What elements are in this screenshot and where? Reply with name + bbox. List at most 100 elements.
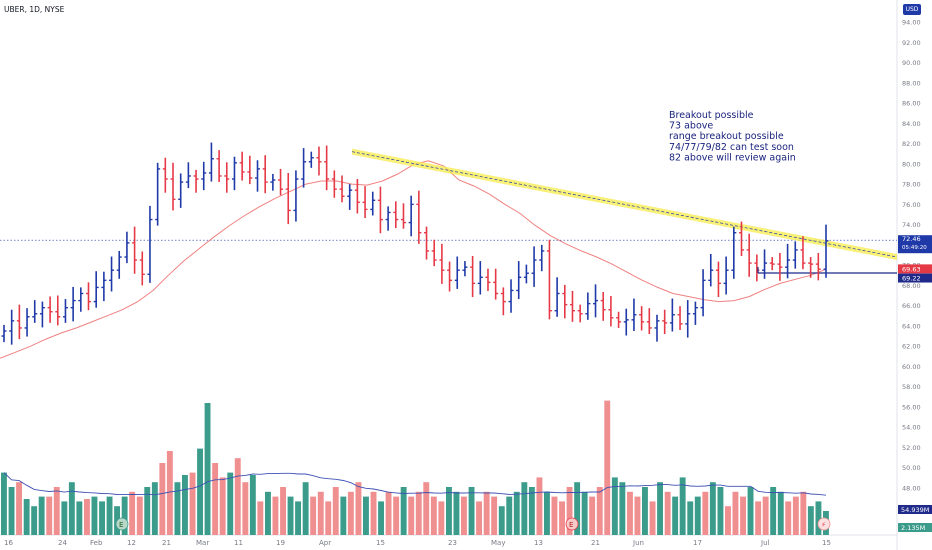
ohlc-bar <box>385 206 391 231</box>
note-line: Breakout possible <box>669 110 754 121</box>
ohlc-bar <box>270 173 276 191</box>
ohlc-bar <box>362 186 368 219</box>
ohlc-bar <box>785 243 791 279</box>
flash-icon[interactable]: ⚡ <box>817 517 831 531</box>
ohlc-bar <box>777 252 783 281</box>
ohlc-bar <box>39 301 45 328</box>
price-tick-label: 92.00 <box>902 39 921 47</box>
ohlc-bar <box>55 295 61 326</box>
ohlc-bar <box>631 298 637 331</box>
volume-bar <box>189 472 196 535</box>
volume-bar <box>280 487 286 535</box>
volume-bar <box>513 491 520 535</box>
ohlc-bar <box>208 142 214 182</box>
ohlc-bar <box>662 309 668 335</box>
ohlc-bar <box>623 308 629 336</box>
volume-bar <box>566 487 573 535</box>
note-line: 73 above <box>669 121 713 132</box>
earnings-marker-may[interactable]: E <box>565 517 579 531</box>
volume-bar <box>272 496 279 535</box>
volume-bar <box>777 491 784 535</box>
volume-bar <box>174 482 181 535</box>
ohlc-bar <box>293 170 299 222</box>
ohlc-bar <box>393 201 399 229</box>
ohlc-bar <box>24 308 30 337</box>
ohlc-bar <box>377 186 383 234</box>
volume-bar <box>385 491 392 535</box>
volume-bar <box>755 501 762 535</box>
ohlc-bar <box>577 304 583 323</box>
volume-bar <box>544 491 550 535</box>
volume-ma-tag: 2.135M <box>898 523 932 532</box>
volume-bar <box>430 496 437 535</box>
volume-bar <box>423 482 430 535</box>
ohlc-bar <box>255 160 261 192</box>
trendline-center <box>351 151 898 258</box>
volume-bar <box>740 496 746 535</box>
volume-bar <box>476 501 482 535</box>
volume-bar <box>453 491 460 535</box>
volume-bar <box>61 501 68 535</box>
ohlc-bar <box>546 239 552 320</box>
volume-bar <box>204 403 211 535</box>
volume-bar <box>732 491 739 535</box>
volume-bar <box>38 496 45 535</box>
ohlc-bar <box>47 296 53 323</box>
volume-bar <box>634 496 641 535</box>
ohlc-bar <box>608 296 614 327</box>
time-tick-label: 13 <box>534 539 543 547</box>
ohlc-bar <box>808 257 814 278</box>
volume-bar <box>159 463 166 535</box>
time-tick-label: 24 <box>58 539 67 547</box>
currency-button[interactable]: USD <box>903 4 921 15</box>
ma-price-tag: 69.63 <box>898 264 932 274</box>
ohlc-bar <box>485 268 491 291</box>
price-tick-label: 90.00 <box>902 59 921 67</box>
volume-bar <box>76 501 83 535</box>
price-tick-label: 66.00 <box>902 302 921 310</box>
volume-bar <box>347 491 354 535</box>
volume-bar <box>408 496 415 535</box>
volume-bar <box>310 496 317 535</box>
earnings-marker-feb[interactable]: E <box>115 517 129 531</box>
volume-bar <box>257 501 264 535</box>
volume-bar <box>242 482 249 535</box>
support-price-tag: 69.22 <box>898 273 932 283</box>
volume-bar <box>400 487 407 535</box>
ohlc-bar <box>585 292 591 320</box>
volume-bar <box>1 472 7 535</box>
price-tick-label: 52.00 <box>902 444 921 452</box>
volume-bar <box>325 501 332 535</box>
ohlc-bar <box>746 233 752 277</box>
ohlc-bar <box>447 261 453 292</box>
volume-bar <box>53 487 60 535</box>
time-tick-label: May <box>491 539 505 547</box>
ohlc-bar <box>155 162 161 226</box>
volume-bar <box>596 487 603 535</box>
ohlc-bar <box>162 157 168 193</box>
volume-bar <box>619 482 626 535</box>
volume-bar <box>302 482 309 535</box>
ohlc-bar <box>715 261 721 298</box>
descending-trendline[interactable] <box>351 148 898 261</box>
price-tick-label: 82.00 <box>902 140 921 148</box>
moving-average-line <box>0 160 827 359</box>
volume-bar <box>642 487 648 535</box>
ohlc-bar <box>278 168 284 196</box>
volume-bar <box>627 491 633 535</box>
ohlc-bar <box>815 252 821 281</box>
ohlc-bar <box>132 226 138 274</box>
ohlc-bar <box>1 324 7 343</box>
volume-bar <box>604 400 611 535</box>
ohlc-bar <box>654 314 660 342</box>
volume-bar <box>68 482 75 535</box>
volume-bar <box>182 475 188 535</box>
volume-bar <box>657 482 663 535</box>
ohlc-bar <box>762 249 768 279</box>
volume-bar <box>551 496 558 535</box>
ohlc-bar <box>723 256 729 295</box>
ohlc-bar <box>792 241 798 269</box>
ohlc-bar <box>224 162 230 193</box>
